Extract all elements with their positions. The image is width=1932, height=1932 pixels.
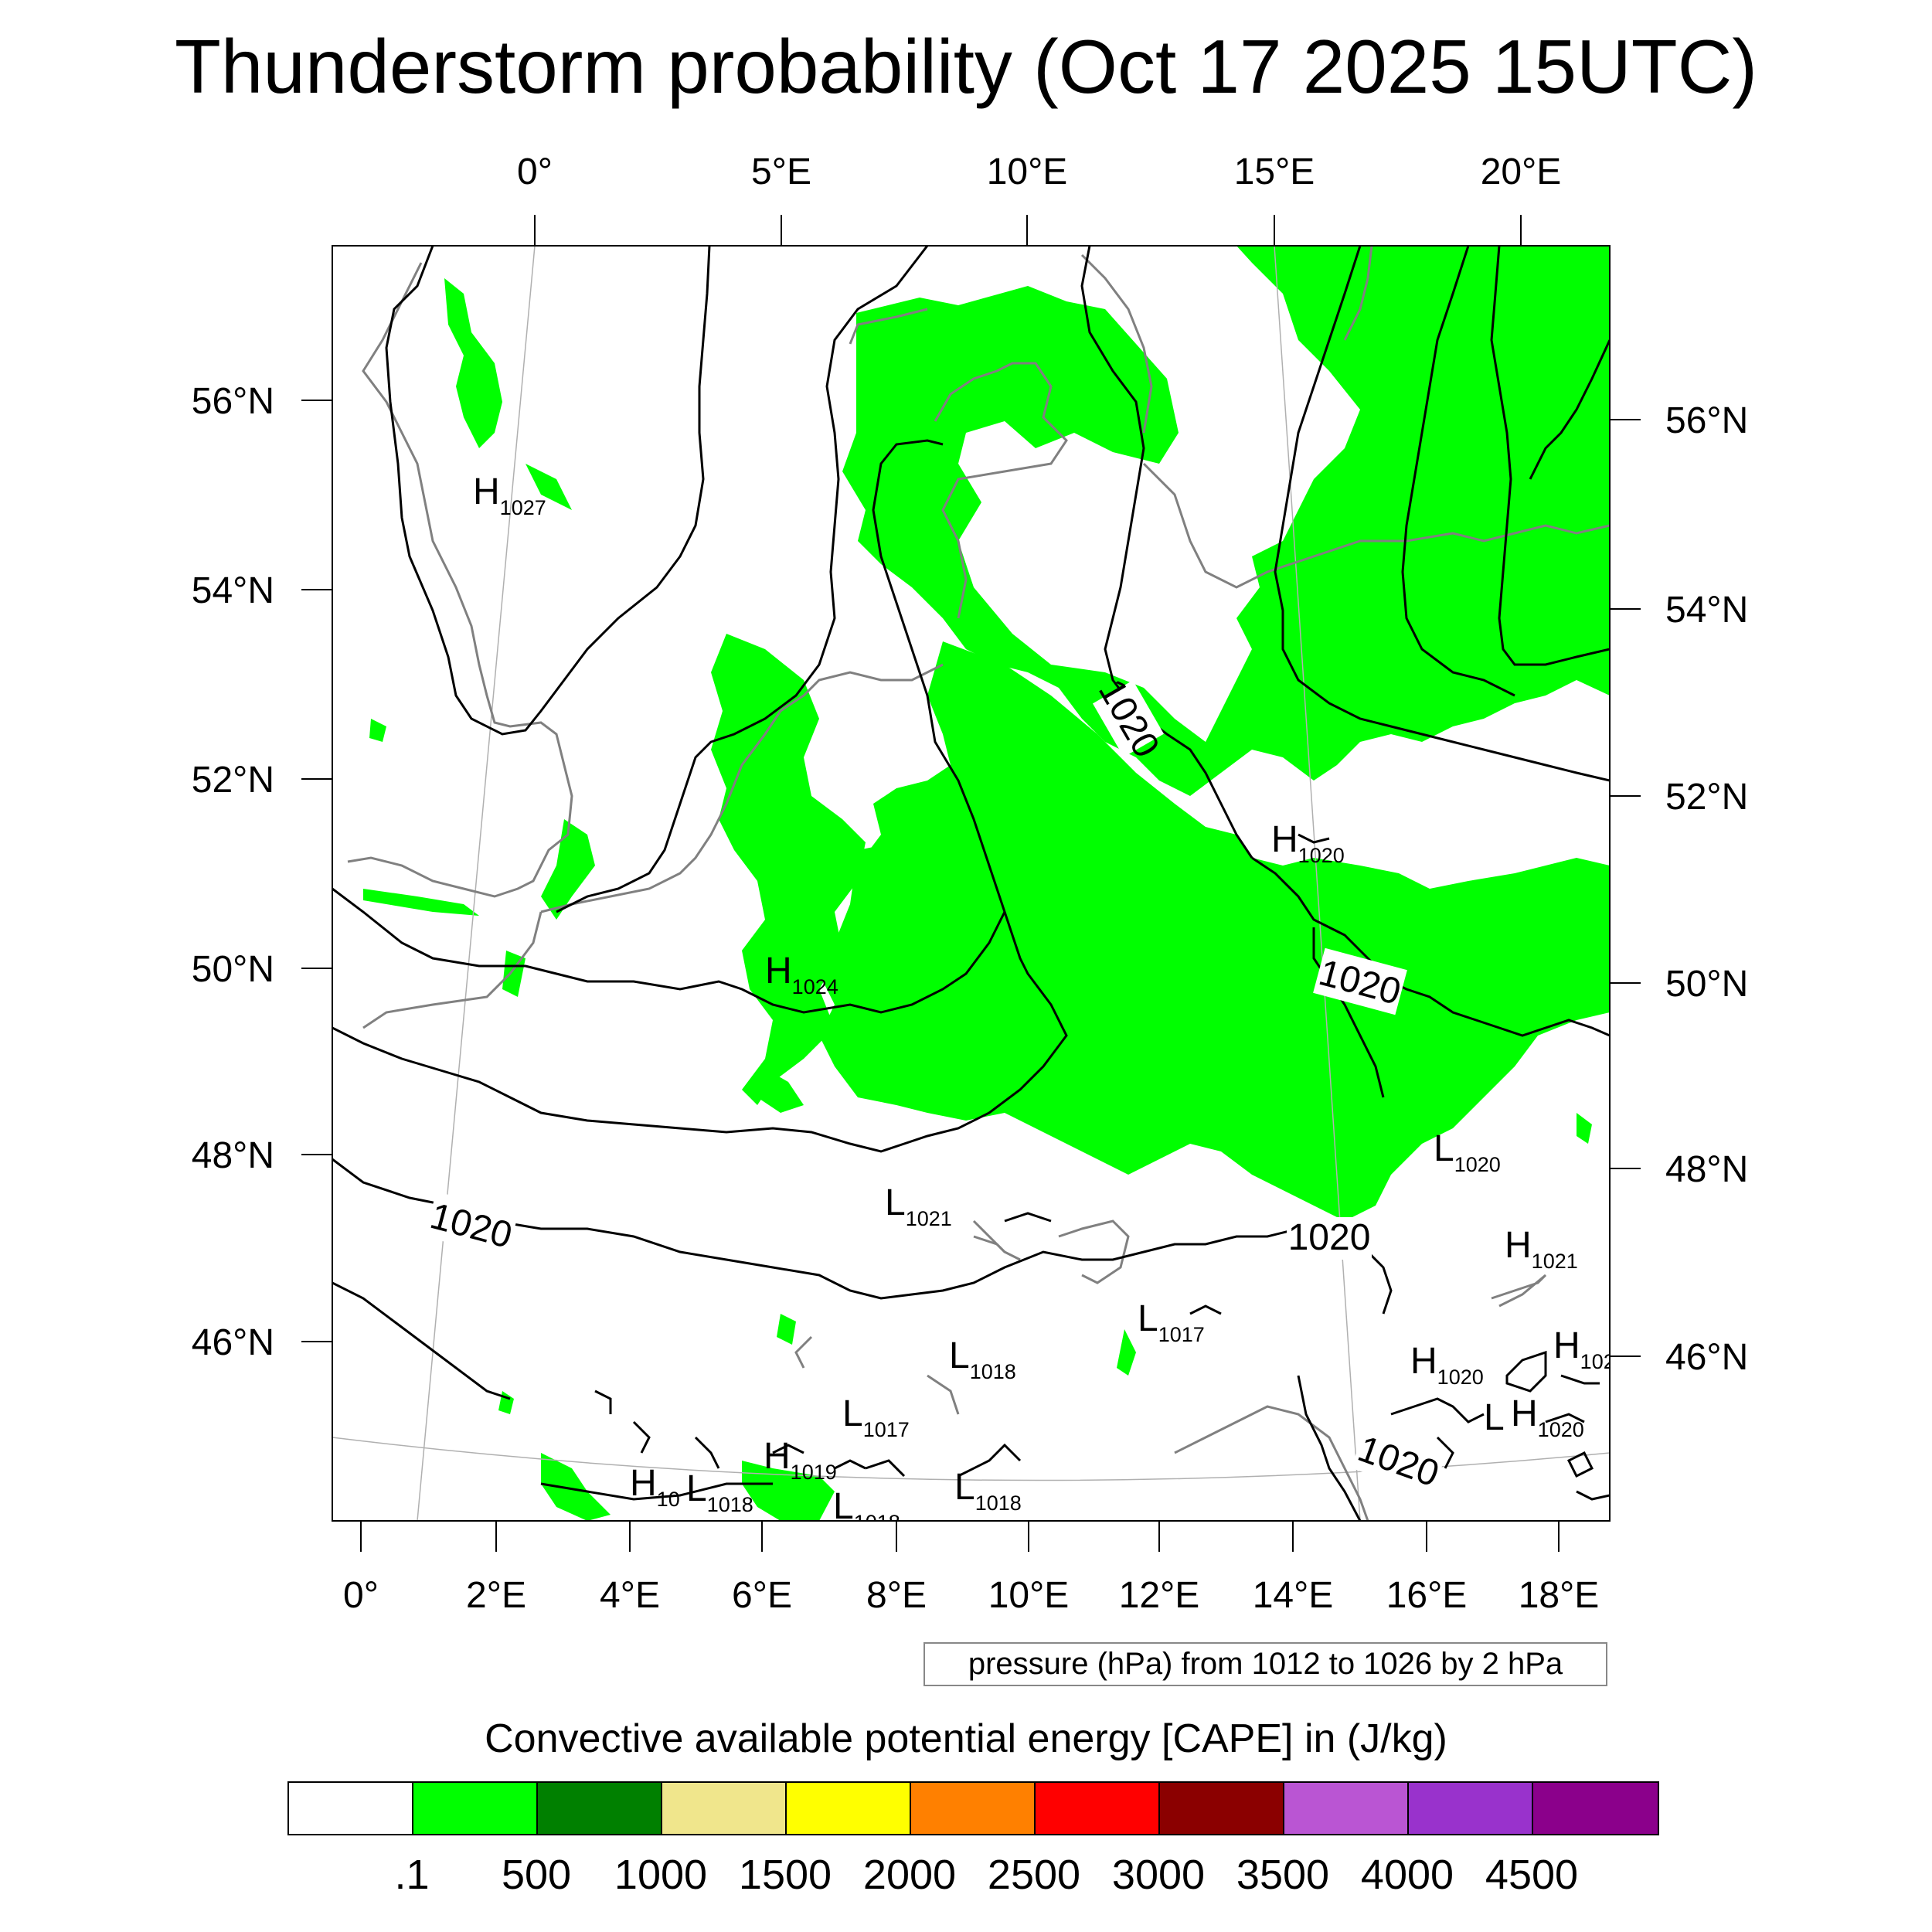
map-title: Thunderstorm probability (Oct 17 2025 15… [175,24,1757,109]
lat-label: 48°N [1665,1149,1748,1190]
right-latitude-labels: 56°N 54°N 52°N 50°N 48°N 46°N [1665,400,1748,1378]
pressure-center-high: H102 [1553,1325,1615,1373]
colorbar-label: 3500 [1236,1852,1330,1898]
colorbar-label: 1000 [614,1852,708,1898]
lat-label: 54°N [192,570,274,611]
pressure-center-high: H10 [630,1463,680,1511]
lat-label: 46°N [192,1322,274,1363]
map-frame [332,245,1611,1522]
pressure-center-low: L1017 [842,1393,910,1441]
lon-label: 20°E [1481,151,1562,192]
colorbar-label: 1500 [738,1852,832,1898]
colorbar-swatch [787,1783,911,1834]
pressure-center-low: L1020 [1434,1128,1501,1176]
pressure-center-low: L1018 [686,1468,753,1516]
axis-ticks [301,215,1641,1552]
colorbar-label: 4500 [1485,1852,1579,1898]
lon-label: 0° [517,151,553,192]
colorbar-label: .1 [394,1852,430,1898]
lon-label: 5°E [751,151,811,192]
lat-label: 48°N [192,1135,274,1176]
pressure-center-high: H1020 [1271,819,1345,867]
pressure-contour-note: pressure (hPa) from 1012 to 1026 by 2 hP… [923,1642,1607,1686]
colorbar-swatch [413,1783,538,1834]
pressure-center-high: H1020 [1511,1393,1584,1441]
pressure-center-low: L1021 [885,1182,952,1230]
lon-label: 6°E [732,1575,792,1616]
colorbar-swatch [1533,1783,1658,1834]
pressure-center-high: H1019 [764,1436,837,1484]
lat-label: 46°N [1665,1337,1748,1378]
lat-label: 52°N [1665,777,1748,818]
lon-label: 10°E [987,151,1068,192]
lat-label: 56°N [1665,400,1748,441]
pressure-center-high: H1021 [1505,1225,1578,1273]
colorbar-swatch [1036,1783,1160,1834]
lon-label: 18°E [1519,1575,1600,1616]
lon-label: 12°E [1119,1575,1200,1616]
colorbar-swatch [662,1783,787,1834]
cape-field [363,246,1610,1521]
colorbar-label: 2000 [862,1852,957,1898]
colorbar-swatch [538,1783,662,1834]
lat-label: 50°N [1665,964,1748,1005]
lat-label: 56°N [192,381,274,422]
colorbar [287,1781,1659,1835]
pressure-center-high: H1024 [765,951,838,998]
lat-label: 50°N [192,949,274,990]
lon-label: 10°E [988,1575,1070,1616]
pressure-center-low: L [1484,1397,1505,1438]
pressure-center-low: L1018 [954,1467,1022,1515]
lon-label: 14°E [1253,1575,1334,1616]
colorbar-title: Convective available potential energy [C… [485,1716,1447,1761]
pressure-centers: H1027 H1024 H1020 L1021 L1020 H1021 L101… [473,471,1615,1534]
top-longitude-labels: 0° 5°E 10°E 15°E 20°E [517,151,1561,192]
pressure-center-low: L1018 [833,1486,900,1534]
isobar-label: 1020 [1288,1217,1371,1258]
lon-label: 15°E [1234,151,1315,192]
colorbar-swatch [1160,1783,1284,1834]
colorbar-label: 3000 [1111,1852,1206,1898]
colorbar-swatch [289,1783,413,1834]
colorbar-swatch [911,1783,1036,1834]
colorbar-swatch [1409,1783,1533,1834]
lon-label: 0° [343,1575,379,1616]
lat-label: 52°N [192,760,274,801]
lon-label: 8°E [866,1575,927,1616]
colorbar-labels: .1 500 1000 1500 2000 2500 3000 3500 4000 4500 [0,1851,1932,1898]
pressure-center-low: L1018 [949,1335,1016,1383]
bottom-longitude-labels: 0° 2°E 4°E 6°E 8°E 10°E 12°E 14°E 16°E 1… [343,1575,1599,1616]
left-latitude-labels: 56°N 54°N 52°N 50°N 48°N 46°N [192,381,274,1363]
colorbar-swatch [1284,1783,1409,1834]
pressure-center-high: H1020 [1410,1341,1484,1389]
lon-label: 2°E [466,1575,526,1616]
pressure-center-low: L1017 [1138,1298,1205,1346]
pressure-center-high: H1027 [473,471,546,519]
colorbar-label: 2500 [987,1852,1081,1898]
colorbar-label: 500 [501,1852,572,1898]
lon-label: 4°E [600,1575,660,1616]
lat-label: 54°N [1665,590,1748,631]
colorbar-label: 4000 [1360,1852,1454,1898]
coastline [347,246,1610,1521]
lon-label: 16°E [1386,1575,1468,1616]
